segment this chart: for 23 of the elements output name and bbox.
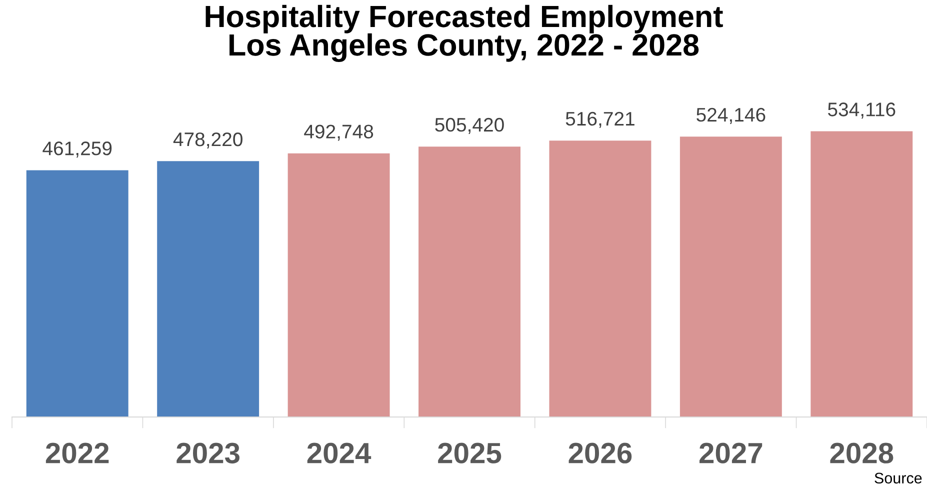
x-tick-label: 2026 <box>568 442 632 464</box>
x-tick-label: 2028 <box>830 442 894 464</box>
data-label: 524,146 <box>696 108 766 124</box>
x-tick-label: 2023 <box>176 442 240 464</box>
bar <box>549 140 652 417</box>
data-label: 505,420 <box>435 118 504 134</box>
text: Source <box>874 472 922 484</box>
bar <box>26 170 128 417</box>
data-label: 478,220 <box>173 132 242 149</box>
data-label: 492,748 <box>304 124 374 141</box>
x-tick-label: 2024 <box>307 442 372 464</box>
x-tick-label: 2027 <box>700 442 762 464</box>
bar <box>680 136 782 417</box>
bar <box>810 131 913 417</box>
x-tick-label: 2022 <box>46 442 109 464</box>
data-label: 461,259 <box>42 142 112 158</box>
bar <box>157 161 260 417</box>
data-label: 516,721 <box>566 112 634 128</box>
data-label: 534,116 <box>828 102 896 119</box>
bar <box>288 153 390 417</box>
bar <box>418 146 520 417</box>
x-tick-label: 2025 <box>438 442 502 464</box>
chart-title: Hospitality Forecasted Employment Los Angeles County, 2022 - 2028 <box>206 4 723 62</box>
